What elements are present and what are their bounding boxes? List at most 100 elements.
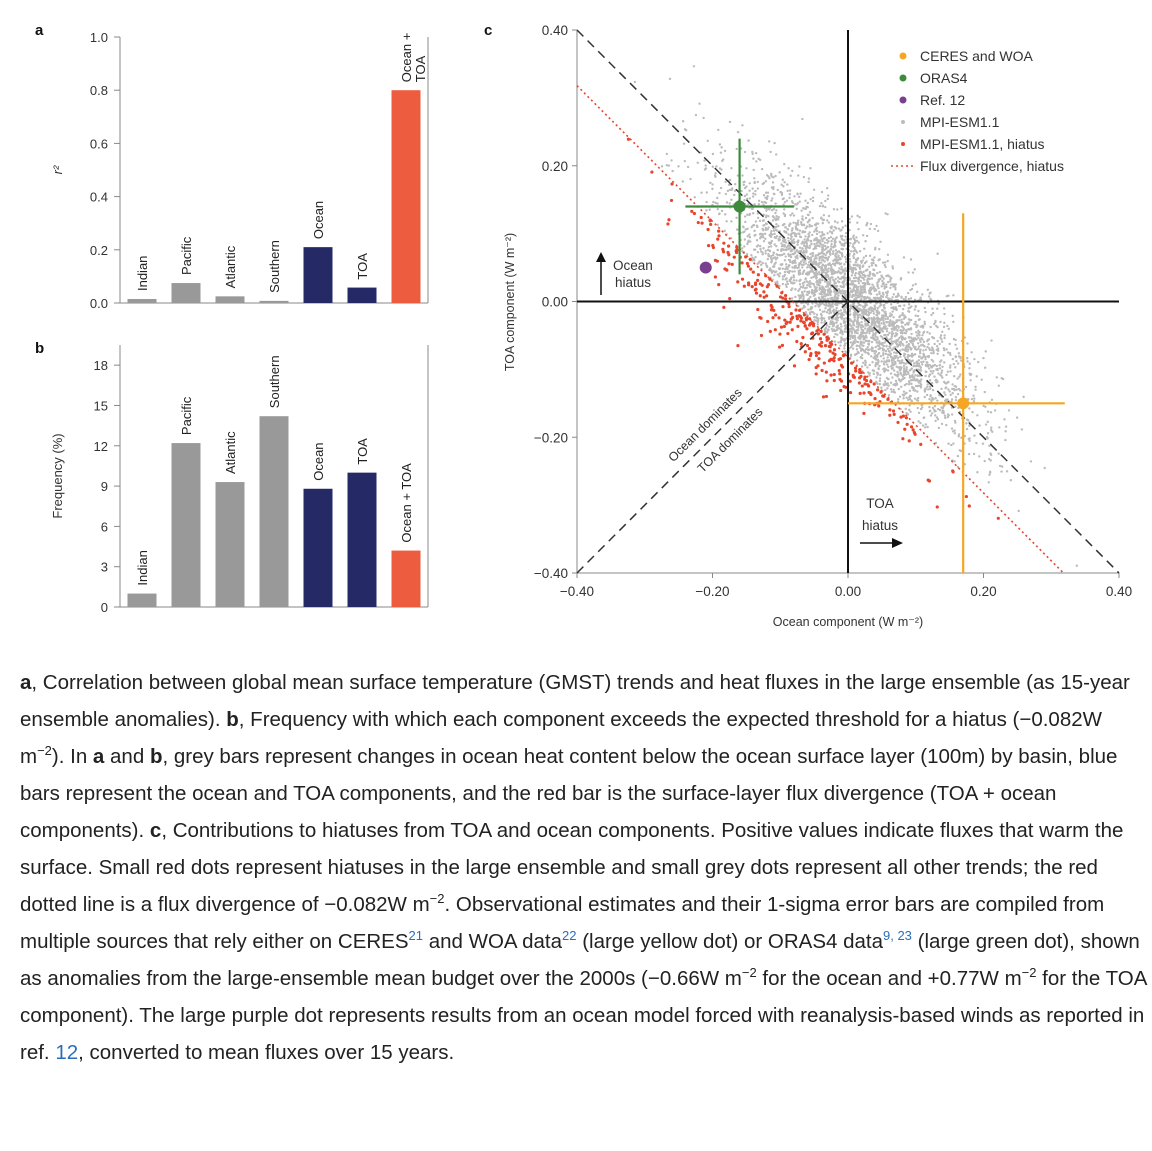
ensemble-dot <box>837 270 840 273</box>
ensemble-dot <box>855 359 859 362</box>
caption-panel-a-label: a <box>20 671 32 694</box>
ensemble-dot <box>926 365 930 368</box>
hiatus-dot <box>888 408 892 412</box>
ensemble-dot <box>940 387 943 391</box>
hiatus-dot <box>839 363 844 367</box>
ensemble-dot <box>919 369 923 372</box>
ensemble-dot <box>743 186 747 190</box>
ensemble-dot <box>991 430 994 433</box>
hiatus-dot <box>795 317 800 321</box>
ensemble-dot <box>834 309 838 312</box>
ensemble-dot <box>786 183 789 186</box>
ensemble-dot <box>873 274 877 277</box>
hiatus-dot <box>869 392 873 397</box>
ensemble-dot <box>868 282 871 286</box>
ensemble-dot <box>823 310 826 313</box>
ensemble-dot <box>920 357 923 360</box>
ensemble-dot <box>863 350 866 353</box>
ensemble-dot <box>924 370 927 373</box>
ensemble-dot <box>826 232 829 235</box>
ensemble-dot <box>806 290 809 294</box>
ensemble-dot <box>909 297 913 300</box>
reference-link-9-23[interactable]: 9, 23 <box>883 928 912 944</box>
hiatus-dot <box>820 368 824 373</box>
ensemble-dot <box>837 287 841 291</box>
ensemble-dot <box>949 393 952 397</box>
ensemble-dot <box>833 290 836 293</box>
hiatus-dot <box>854 369 858 373</box>
ensemble-dot <box>887 321 890 324</box>
ensemble-dot <box>698 102 701 105</box>
ensemble-dot <box>875 341 878 344</box>
y-tick-label: 0.40 <box>542 23 568 38</box>
ensemble-dot <box>963 434 967 438</box>
panel-label: a <box>35 22 44 39</box>
ensemble-dot <box>840 247 843 251</box>
ensemble-dot <box>864 339 868 343</box>
ensemble-dot <box>788 189 792 192</box>
ensemble-dot <box>806 303 810 306</box>
ensemble-dot <box>804 216 808 220</box>
ensemble-dot <box>826 293 830 297</box>
reference-link-21[interactable]: 21 <box>408 928 423 944</box>
ensemble-dot <box>770 230 773 233</box>
ensemble-dot <box>835 306 838 310</box>
y-tick-label: 9 <box>101 479 108 494</box>
ensemble-dot <box>771 208 774 212</box>
ensemble-dot <box>919 348 922 351</box>
bar-category-label-line2: TOA <box>413 55 428 82</box>
ensemble-dot <box>970 373 973 376</box>
ensemble-dot <box>848 217 851 221</box>
ensemble-dot <box>932 322 936 326</box>
ensemble-dot <box>984 423 988 426</box>
ensemble-dot <box>821 278 824 282</box>
ensemble-dot <box>777 224 780 228</box>
ensemble-dot <box>878 364 881 368</box>
ensemble-dot <box>946 351 950 354</box>
ensemble-dot <box>714 172 717 175</box>
ensemble-dot <box>889 372 893 375</box>
ensemble-dot <box>959 373 962 376</box>
ensemble-dot <box>947 388 950 391</box>
ensemble-dot <box>937 426 941 430</box>
reference-link-12[interactable]: 12 <box>55 1041 79 1064</box>
ensemble-dot <box>813 316 816 319</box>
ensemble-dot <box>880 285 883 288</box>
caption-panel-b-label: b <box>226 708 239 731</box>
ensemble-dot <box>813 293 817 296</box>
ensemble-dot <box>762 224 765 227</box>
ensemble-dot <box>818 204 822 208</box>
ensemble-dot <box>923 395 926 399</box>
bar-category-label: Southern <box>267 240 282 293</box>
ensemble-dot <box>905 366 908 369</box>
ensemble-dot <box>802 261 805 264</box>
ensemble-dot <box>887 384 890 387</box>
ensemble-dot <box>918 350 922 353</box>
hiatus-dot <box>862 391 866 395</box>
ensemble-dot <box>865 303 868 307</box>
hiatus-dot <box>832 378 836 383</box>
ensemble-dot <box>923 322 927 326</box>
ensemble-dot <box>796 192 799 195</box>
hiatus-dot <box>753 281 758 285</box>
ensemble-dot <box>926 383 929 386</box>
ensemble-dot <box>796 174 800 177</box>
ensemble-dot <box>789 253 792 257</box>
ensemble-dot <box>801 272 804 276</box>
ensemble-dot <box>901 342 904 346</box>
ensemble-dot <box>790 229 794 232</box>
ensemble-dot <box>933 363 936 367</box>
ensemble-dot <box>797 273 801 276</box>
hiatus-dot <box>772 308 776 312</box>
ensemble-dot <box>705 200 708 204</box>
hiatus-dot <box>669 198 674 203</box>
ensemble-dot <box>913 308 917 311</box>
ensemble-dot <box>755 238 759 242</box>
ensemble-dot <box>683 159 686 163</box>
ensemble-dot <box>859 279 862 283</box>
ensemble-dot <box>929 325 932 329</box>
reference-link-22[interactable]: 22 <box>562 928 577 944</box>
ensemble-dot <box>670 159 673 162</box>
ensemble-dot <box>899 340 903 344</box>
